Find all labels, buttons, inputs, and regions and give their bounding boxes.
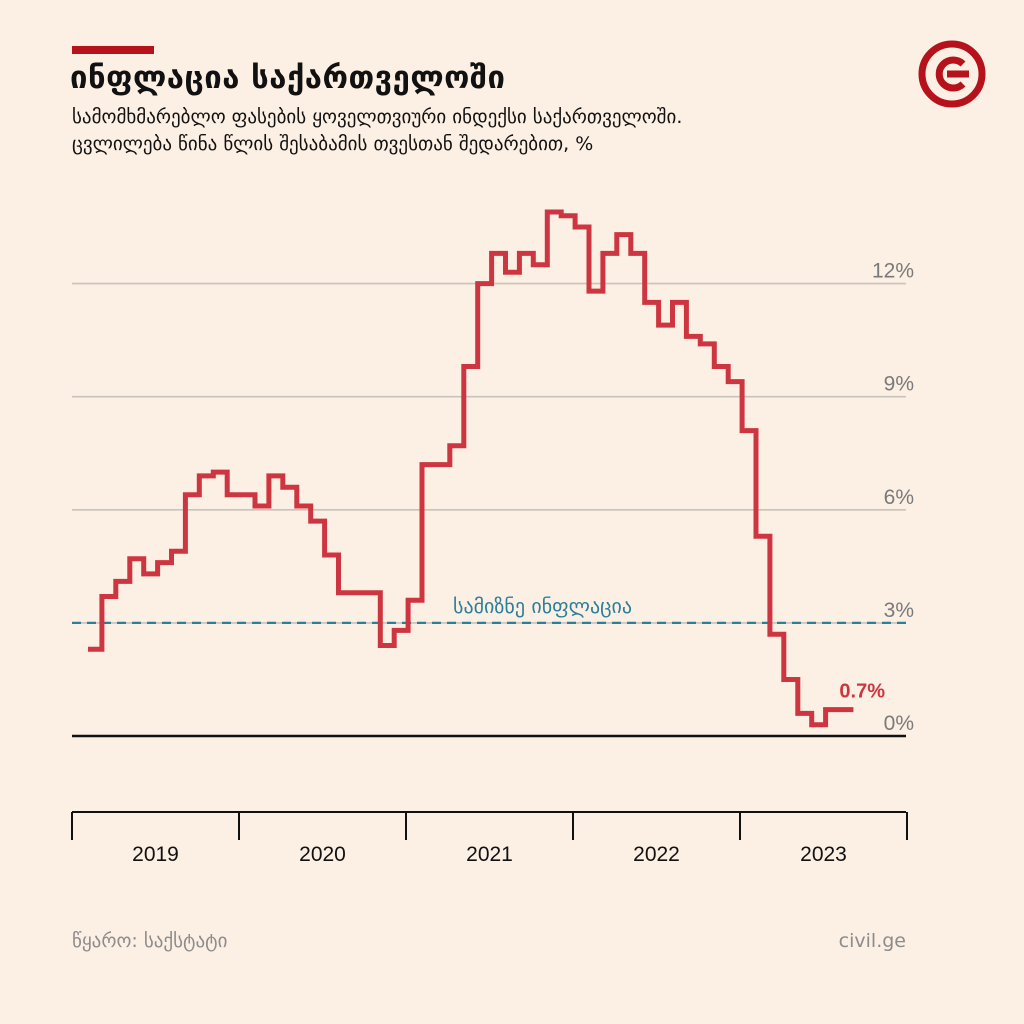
site-credit: civil.ge bbox=[838, 930, 906, 952]
end-value-label: 0.7% bbox=[839, 681, 885, 703]
series-line-cpi bbox=[88, 209, 854, 728]
y-tick-label: 12% bbox=[872, 260, 914, 283]
subtitle-line-1: სამომხმარებლო ფასების ყოველთვიური ინდექს… bbox=[72, 106, 683, 128]
x-tick-label: 2021 bbox=[466, 843, 513, 866]
source-note: წყარო: საქსტატი bbox=[72, 930, 228, 952]
y-tick-label: 9% bbox=[884, 373, 914, 396]
target-label: სამიზნე ინფლაცია bbox=[453, 594, 632, 618]
subtitle-line-2: ცვლილება წინა წლის შესაბამის თვესთან შედ… bbox=[72, 133, 594, 155]
page-subtitle: სამომხმარებლო ფასების ყოველთვიური ინდექს… bbox=[72, 104, 682, 158]
y-tick-label: 0% bbox=[884, 712, 914, 735]
page-title: ინფლაცია საქართველოში bbox=[70, 60, 506, 96]
y-tick-label: 6% bbox=[884, 486, 914, 509]
x-tick-label: 2023 bbox=[800, 843, 847, 866]
civil-logo-icon bbox=[918, 40, 986, 108]
x-tick-label: 2019 bbox=[132, 843, 179, 866]
x-tick-label: 2022 bbox=[633, 843, 680, 866]
y-tick-label: 3% bbox=[884, 599, 914, 622]
accent-bar bbox=[72, 46, 154, 54]
x-tick-label: 2020 bbox=[299, 843, 346, 866]
